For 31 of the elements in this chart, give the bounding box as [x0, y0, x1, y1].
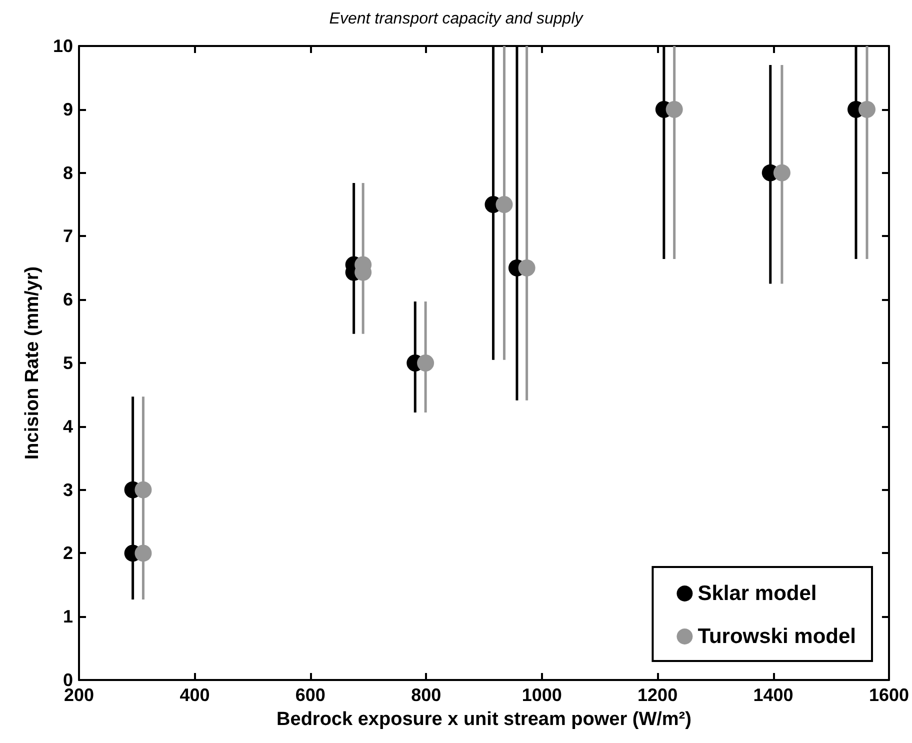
y-tick-label: 2 [62, 543, 73, 564]
y-tick-label: 3 [62, 480, 73, 500]
x-tick-label: 1000 [522, 685, 562, 705]
legend-label: Sklar model [698, 582, 817, 605]
point [666, 100, 683, 118]
x-tick-label: 400 [180, 685, 210, 705]
point [858, 100, 876, 118]
y-tick-label: 9 [62, 99, 73, 120]
legend-label: Turowski model [698, 625, 856, 648]
point [134, 481, 152, 498]
point [518, 259, 536, 276]
point [496, 196, 513, 213]
y-axis-title: Incision Rate (mm/yr) [22, 266, 44, 460]
point [134, 544, 152, 562]
y-tick-label: 4 [62, 416, 73, 436]
x-tick-label: 200 [64, 685, 94, 705]
x-tick-label: 1600 [868, 685, 909, 705]
x-tick-label: 600 [295, 685, 326, 705]
chart-title: Event transport capacity and supply [329, 10, 584, 28]
y-tick-label: 6 [62, 290, 73, 310]
x-tick-label: 800 [411, 685, 442, 705]
y-tick-label: 10 [52, 36, 73, 56]
point [773, 164, 790, 182]
y-tick-label: 8 [62, 162, 73, 183]
point [417, 354, 434, 372]
y-tick-label: 1 [62, 606, 73, 627]
x-tick-label: 1200 [638, 685, 678, 705]
x-axis-title: Bedrock exposure x unit stream power (W/m²) [276, 709, 692, 730]
x-tick-label: 1400 [753, 685, 794, 705]
y-tick-label: 5 [62, 353, 73, 373]
y-tick-label: 7 [62, 226, 73, 246]
